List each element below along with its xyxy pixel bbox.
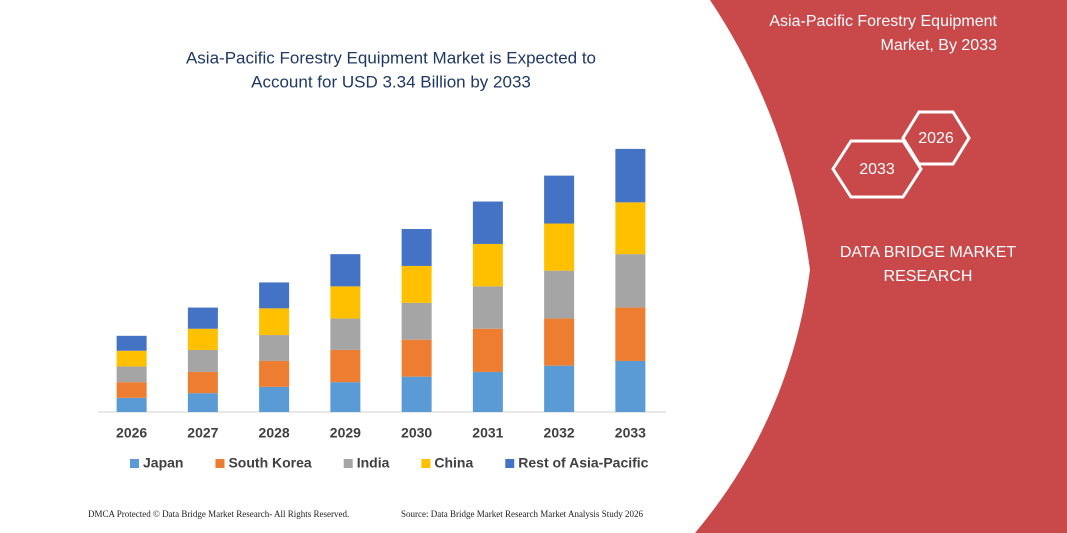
- legend-swatch: [215, 459, 225, 468]
- bar-segment: [472, 286, 503, 329]
- bar-segment: [330, 254, 361, 287]
- bar-segment: [259, 360, 290, 387]
- legend-swatch: [130, 459, 139, 468]
- bar-segment: [544, 175, 575, 224]
- x-tick-label: 2032: [544, 425, 575, 441]
- legend-label: Japan: [143, 455, 183, 471]
- bar-segment: [544, 318, 575, 366]
- panel-title: Asia-Pacific Forestry Equipment: [769, 13, 997, 30]
- bar-segment: [116, 397, 147, 412]
- brand: RESEARCH: [884, 268, 973, 285]
- x-tick-label: 2031: [472, 425, 503, 441]
- bar-segment: [401, 265, 432, 303]
- bar-segment: [615, 254, 646, 308]
- bar-segment: [330, 349, 361, 383]
- brand: DATA BRIDGE MARKET: [840, 244, 1017, 261]
- hexagon: [831, 139, 923, 199]
- hexagon-label: 2033: [859, 161, 895, 178]
- x-tick-label: 2033: [615, 425, 646, 441]
- chart-title: Asia-Pacific Forestry Equipment Market i…: [186, 48, 596, 67]
- bar-segment: [116, 335, 147, 351]
- bar-segment: [615, 148, 646, 203]
- bar-segment: [401, 229, 432, 266]
- bar-segment: [187, 328, 218, 350]
- bar-segment: [615, 307, 646, 361]
- bar-segment: [187, 349, 218, 372]
- legend-label: Rest of Asia-Pacific: [518, 455, 648, 471]
- bar-segment: [259, 282, 290, 309]
- panel-title: Market, By 2033: [881, 37, 998, 54]
- bar-segment: [330, 286, 361, 319]
- legend-label: India: [357, 455, 390, 471]
- footer-source: Source: Data Bridge Market Research Mark…: [401, 509, 643, 519]
- legend-swatch: [421, 459, 431, 468]
- bar-segment: [472, 243, 503, 287]
- x-tick-label: 2028: [259, 425, 290, 441]
- bar-segment: [472, 371, 503, 412]
- bar-segment: [116, 350, 147, 367]
- bar-segment: [187, 371, 218, 394]
- bar-segment: [330, 382, 361, 412]
- bar-segment: [615, 360, 646, 412]
- legend-swatch: [343, 459, 353, 468]
- bar-segment: [401, 376, 432, 412]
- bar-segment: [544, 223, 575, 271]
- x-tick-label: 2029: [330, 425, 361, 441]
- footer-note: DMCA Protected © Data Bridge Market Rese…: [88, 509, 349, 519]
- bar-segment: [187, 307, 218, 329]
- bar-segment: [330, 318, 361, 350]
- side-panel: [695, 0, 1067, 533]
- bar-segment: [259, 308, 290, 336]
- chart-title: Account for USD 3.34 Billion by 2033: [251, 72, 531, 91]
- x-tick-label: 2026: [116, 425, 147, 441]
- bar-segment: [544, 365, 575, 412]
- legend-swatch: [505, 459, 515, 468]
- bar-segment: [116, 366, 147, 383]
- bar-segment: [259, 335, 290, 361]
- legend-label: China: [434, 455, 473, 471]
- x-tick-label: 2027: [187, 425, 218, 441]
- bar-segment: [472, 201, 503, 244]
- x-tick-label: 2030: [401, 425, 432, 441]
- bar-segment: [187, 393, 218, 412]
- hexagon-label: 2026: [918, 130, 954, 147]
- bar-segment: [544, 270, 575, 319]
- bar-segment: [259, 386, 290, 412]
- bar-segment: [401, 302, 432, 340]
- bar-segment: [615, 202, 646, 255]
- bar-segment: [472, 328, 503, 372]
- bar-segment: [401, 339, 432, 377]
- legend-label: South Korea: [228, 455, 311, 471]
- bar-segment: [116, 382, 147, 398]
